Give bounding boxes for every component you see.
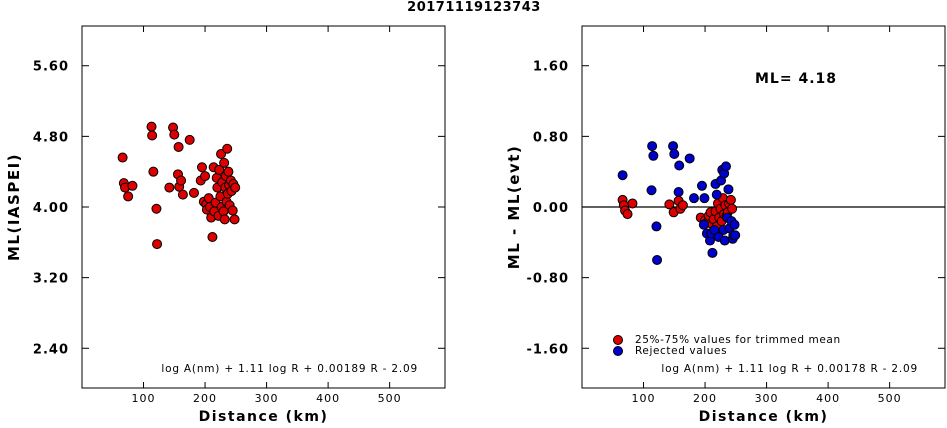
data-point (699, 193, 710, 204)
formula-text: log A(nm) + 1.11 log R + 0.00178 R - 2.0… (661, 363, 918, 375)
x-tick-label: 400 (816, 392, 840, 405)
y-axis-label: ML(IASPEI) (5, 153, 23, 261)
data-point (719, 235, 730, 246)
data-point (684, 153, 695, 164)
x-tick-label: 300 (755, 392, 779, 405)
x-tick-label: 200 (693, 392, 717, 405)
x-tick-label: 500 (878, 392, 902, 405)
data-point (677, 200, 688, 211)
data-point (730, 230, 741, 241)
ml-annotation: ML= 4.18 (755, 71, 837, 87)
data-point (652, 254, 663, 265)
data-point (646, 185, 657, 196)
data-point (146, 121, 157, 132)
data-point (164, 182, 175, 193)
data-point (223, 166, 234, 177)
data-point (651, 221, 662, 232)
x-axis-label: Distance (km) (699, 409, 829, 425)
y-tick-label: 4.80 (33, 130, 69, 145)
data-point (196, 162, 207, 173)
data-point (727, 203, 738, 214)
data-point (723, 184, 734, 195)
legend-label: 25%-75% values for trimmed mean (635, 334, 841, 346)
data-point (207, 232, 218, 243)
y-tick-label: -0.80 (527, 272, 569, 287)
y-axis-label: ML - ML(evt) (505, 145, 523, 269)
x-tick-label: 400 (316, 392, 340, 405)
chart-panel-1: 100 200 300 400 500 2.40 3.20 4.00 4.80 5.60 Dista… (5, 25, 446, 425)
legend-marker (613, 346, 623, 356)
formula-text: log A(nm) + 1.11 log R + 0.00189 R - 2.0… (161, 363, 418, 375)
data-point (230, 182, 241, 193)
data-point (673, 186, 684, 197)
y-tick-label: -1.60 (527, 342, 569, 357)
x-tick-label: 200 (193, 392, 217, 405)
data-point (222, 143, 233, 154)
y-tick-label: 3.20 (33, 272, 69, 287)
data-point (725, 194, 736, 205)
legend-marker (613, 335, 623, 345)
y-tick-label: 1.60 (533, 60, 569, 75)
data-point (617, 170, 628, 181)
data-point (227, 205, 238, 216)
y-tick-label: 2.40 (33, 342, 69, 357)
x-tick-label: 100 (132, 392, 156, 405)
chart-panel-2: 100 200 300 400 500 -1.60 -0.80 0.00 0.80 1.60 Dis… (505, 25, 946, 425)
data-point (188, 187, 199, 198)
data-point (669, 149, 680, 160)
data-point (173, 141, 184, 152)
data-point (627, 198, 638, 209)
data-point (176, 175, 187, 186)
data-point (622, 209, 633, 220)
x-tick-label: 500 (378, 392, 402, 405)
plot-frame (81, 25, 446, 389)
data-point (214, 164, 225, 175)
data-point (123, 191, 134, 202)
data-point (729, 219, 740, 230)
data-point (177, 189, 188, 200)
data-point (707, 247, 718, 258)
data-point (647, 141, 658, 152)
data-point (648, 150, 659, 161)
data-point (127, 180, 138, 191)
data-point (152, 239, 163, 250)
x-axis-label: Distance (km) (199, 409, 329, 425)
y-tick-label: 0.80 (533, 130, 569, 145)
data-point (698, 219, 709, 230)
data-point (117, 152, 128, 163)
x-tick-label: 100 (632, 392, 656, 405)
y-tick-label: 4.00 (33, 201, 69, 216)
y-tick-label: 0.00 (533, 201, 569, 216)
data-point (720, 161, 731, 172)
data-point (229, 214, 240, 225)
data-point (219, 157, 230, 168)
data-point (151, 203, 162, 214)
legend-label: Rejected values (635, 345, 727, 357)
data-point (688, 193, 699, 204)
y-tick-label: 5.60 (33, 60, 69, 75)
data-point (219, 214, 230, 225)
data-point (147, 130, 158, 141)
data-point (711, 189, 722, 200)
data-point (169, 129, 180, 140)
data-point (184, 134, 195, 145)
data-point (148, 166, 159, 177)
data-point (664, 199, 675, 210)
data-point (200, 171, 211, 182)
data-point (674, 160, 685, 171)
chart-title: 20171119123743 (407, 0, 541, 15)
x-tick-label: 300 (255, 392, 279, 405)
data-point (696, 180, 707, 191)
